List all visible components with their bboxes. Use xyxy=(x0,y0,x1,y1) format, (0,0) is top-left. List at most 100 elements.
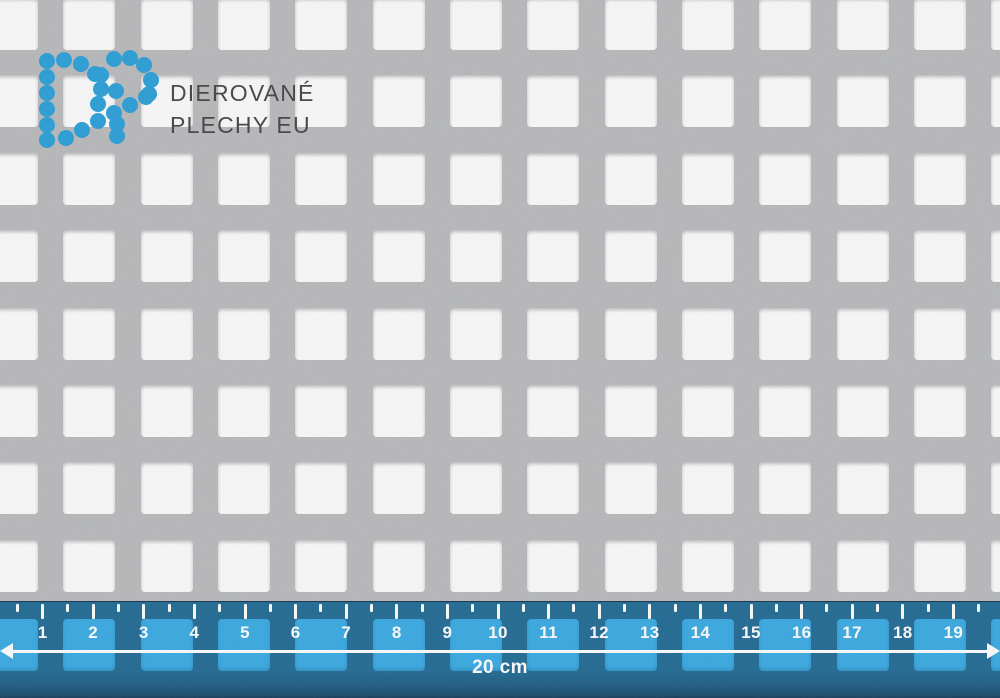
ruler-major-tick xyxy=(800,604,804,619)
sheet-hole xyxy=(759,540,811,592)
sheet-hole xyxy=(141,385,193,437)
sheet-hole xyxy=(0,462,38,514)
logo-dot xyxy=(90,113,106,129)
sheet-hole xyxy=(682,462,734,514)
sheet-hole xyxy=(527,0,579,50)
sheet-hole xyxy=(295,385,347,437)
sheet-hole xyxy=(991,0,1000,50)
sheet-hole xyxy=(141,462,193,514)
sheet-hole xyxy=(682,230,734,282)
ruler-minor-tick xyxy=(167,604,171,612)
ruler-major-tick xyxy=(142,604,146,619)
sheet-hole xyxy=(218,230,270,282)
sheet-hole xyxy=(0,153,38,205)
sheet-hole xyxy=(682,540,734,592)
logo-dot xyxy=(122,50,138,66)
sheet-hole xyxy=(63,462,115,514)
sheet-hole xyxy=(218,385,270,437)
ruler-number: 7 xyxy=(341,623,352,642)
sheet-hole xyxy=(837,540,889,592)
sheet-hole xyxy=(605,75,657,127)
ruler-major-tick xyxy=(41,604,45,619)
sheet-hole xyxy=(141,230,193,282)
sheet-hole xyxy=(837,75,889,127)
sheet-hole xyxy=(450,75,502,127)
sheet-hole xyxy=(837,462,889,514)
sheet-hole xyxy=(450,540,502,592)
logo-dot xyxy=(39,117,55,133)
logo-dot xyxy=(122,97,138,113)
sheet-hole xyxy=(837,0,889,50)
sheet-hole xyxy=(373,462,425,514)
sheet-hole xyxy=(991,540,1000,592)
ruler-minor-tick xyxy=(977,604,981,612)
sheet-hole xyxy=(295,308,347,360)
sheet-hole xyxy=(914,230,966,282)
ruler-minor-tick xyxy=(774,604,778,612)
brand-line-1: DIEROVANÉ xyxy=(170,80,315,106)
logo-dot xyxy=(39,101,55,117)
ruler-major-tick xyxy=(395,604,399,619)
ruler-minor-tick xyxy=(623,604,626,612)
sheet-hole xyxy=(141,540,193,592)
sheet-hole xyxy=(373,75,425,127)
sheet-hole xyxy=(837,230,889,282)
logo-dot xyxy=(93,81,109,97)
logo-dot xyxy=(93,67,109,83)
ruler-minor-tick xyxy=(370,604,373,612)
sheet-hole xyxy=(63,540,115,592)
sheet-hole xyxy=(605,462,657,514)
sheet-hole xyxy=(914,462,966,514)
sheet-hole xyxy=(991,75,1000,127)
sheet-hole xyxy=(682,385,734,437)
ruler-number: 8 xyxy=(391,623,402,642)
sheet-hole xyxy=(759,462,811,514)
ruler-number: 10 xyxy=(488,623,508,642)
sheet-hole xyxy=(450,385,502,437)
sheet-hole xyxy=(295,153,347,205)
ruler-number: 6 xyxy=(290,623,301,642)
sheet-hole xyxy=(0,385,38,437)
sheet-hole xyxy=(682,75,734,127)
sheet-hole xyxy=(295,230,347,282)
sheet-hole xyxy=(991,230,1000,282)
ruler-major-tick xyxy=(597,604,601,619)
sheet-hole xyxy=(605,0,657,50)
sheet-hole xyxy=(373,540,425,592)
sheet-hole xyxy=(63,385,115,437)
sheet-hole xyxy=(682,153,734,205)
ruler-number: 12 xyxy=(589,623,609,642)
ruler-major-tick xyxy=(850,604,854,619)
logo-dot xyxy=(58,130,74,146)
ruler-major-tick xyxy=(547,604,551,619)
sheet-hole xyxy=(63,230,115,282)
logo-dot xyxy=(141,86,157,102)
sheet-hole xyxy=(837,308,889,360)
ruler-arrow-line xyxy=(10,650,990,653)
logo-dot xyxy=(39,132,55,148)
sheet-hole xyxy=(605,153,657,205)
logo-dot xyxy=(39,53,55,69)
ruler-major-tick xyxy=(243,604,247,619)
sheet-hole xyxy=(759,0,811,50)
sheet-hole xyxy=(373,0,425,50)
measuring-ruler: 1 2 3 4 5 6 7 8 9 10 11 12 13 14 15 16 17 18 19 20 cm xyxy=(0,601,1000,698)
sheet-hole xyxy=(0,540,38,592)
sheet-hole xyxy=(141,153,193,205)
ruler-major-tick xyxy=(192,604,196,619)
sheet-hole xyxy=(527,540,579,592)
sheet-hole xyxy=(141,308,193,360)
logo-dot xyxy=(109,128,125,144)
ruler-minor-tick xyxy=(724,604,728,612)
sheet-hole xyxy=(373,230,425,282)
ruler-minor-tick xyxy=(521,604,525,612)
ruler-number: 2 xyxy=(88,623,99,642)
sheet-hole xyxy=(527,385,579,437)
sheet-hole xyxy=(605,540,657,592)
sheet-hole xyxy=(527,308,579,360)
sheet-hole xyxy=(605,308,657,360)
ruler-minor-tick xyxy=(572,604,576,612)
ruler-minor-tick xyxy=(420,604,424,612)
sheet-hole xyxy=(914,75,966,127)
